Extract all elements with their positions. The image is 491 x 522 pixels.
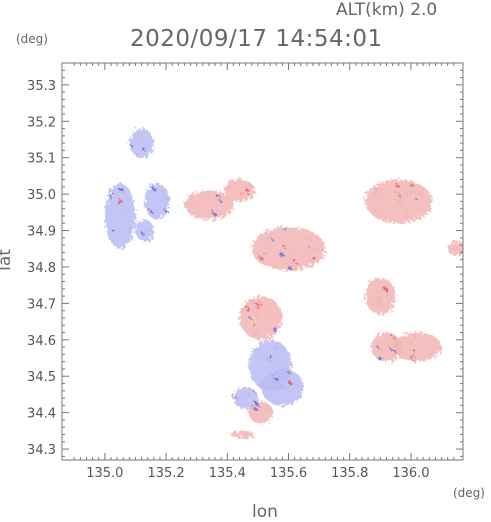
echo-region (251, 226, 326, 271)
y-tick-label: 34.5 (27, 370, 56, 385)
y-tick-label: 34.4 (27, 407, 56, 422)
y-tick-label: 35.0 (27, 188, 56, 203)
y-tick-label: 34.8 (27, 261, 56, 276)
y-tick-label: 34.7 (27, 297, 56, 312)
y-tick-label: 35.1 (27, 152, 56, 167)
plot-frame (61, 62, 464, 461)
echo-region (233, 387, 258, 410)
echo-region (230, 430, 255, 439)
x-tick-label: 135.8 (331, 466, 368, 481)
y-tick-label: 34.6 (27, 334, 56, 349)
x-tick-label: 135.6 (270, 466, 307, 481)
echo-region (365, 179, 433, 224)
echo-region (239, 296, 283, 340)
echo-region (184, 190, 234, 220)
x-tick-label: 135.0 (86, 466, 123, 481)
y-tick-label: 34.9 (27, 225, 56, 240)
x-unit-label: (deg) (453, 486, 485, 500)
x-tick-label: 135.2 (147, 466, 184, 481)
y-tick-label: 35.2 (27, 115, 56, 130)
echo-region (392, 332, 442, 362)
echo-region (135, 219, 154, 242)
x-tick-label: 135.4 (209, 466, 246, 481)
echo-region (144, 183, 170, 220)
x-axis-label: lon (252, 502, 278, 522)
timestamp-title: 2020/09/17 14:54:01 (130, 26, 383, 52)
echo-region (224, 179, 255, 202)
x-tick-label: 136.0 (392, 466, 429, 481)
y-unit-label: (deg) (16, 32, 48, 46)
y-tick-label: 35.3 (27, 79, 56, 94)
echo-region (371, 332, 402, 362)
echo-region (104, 183, 136, 249)
altitude-label: ALT(km) 2.0 (336, 0, 438, 20)
echo-region (129, 128, 154, 158)
echo-region (248, 401, 274, 424)
echo-region (260, 368, 304, 406)
y-tick-label: 34.3 (27, 443, 56, 458)
echo-region (365, 277, 396, 315)
